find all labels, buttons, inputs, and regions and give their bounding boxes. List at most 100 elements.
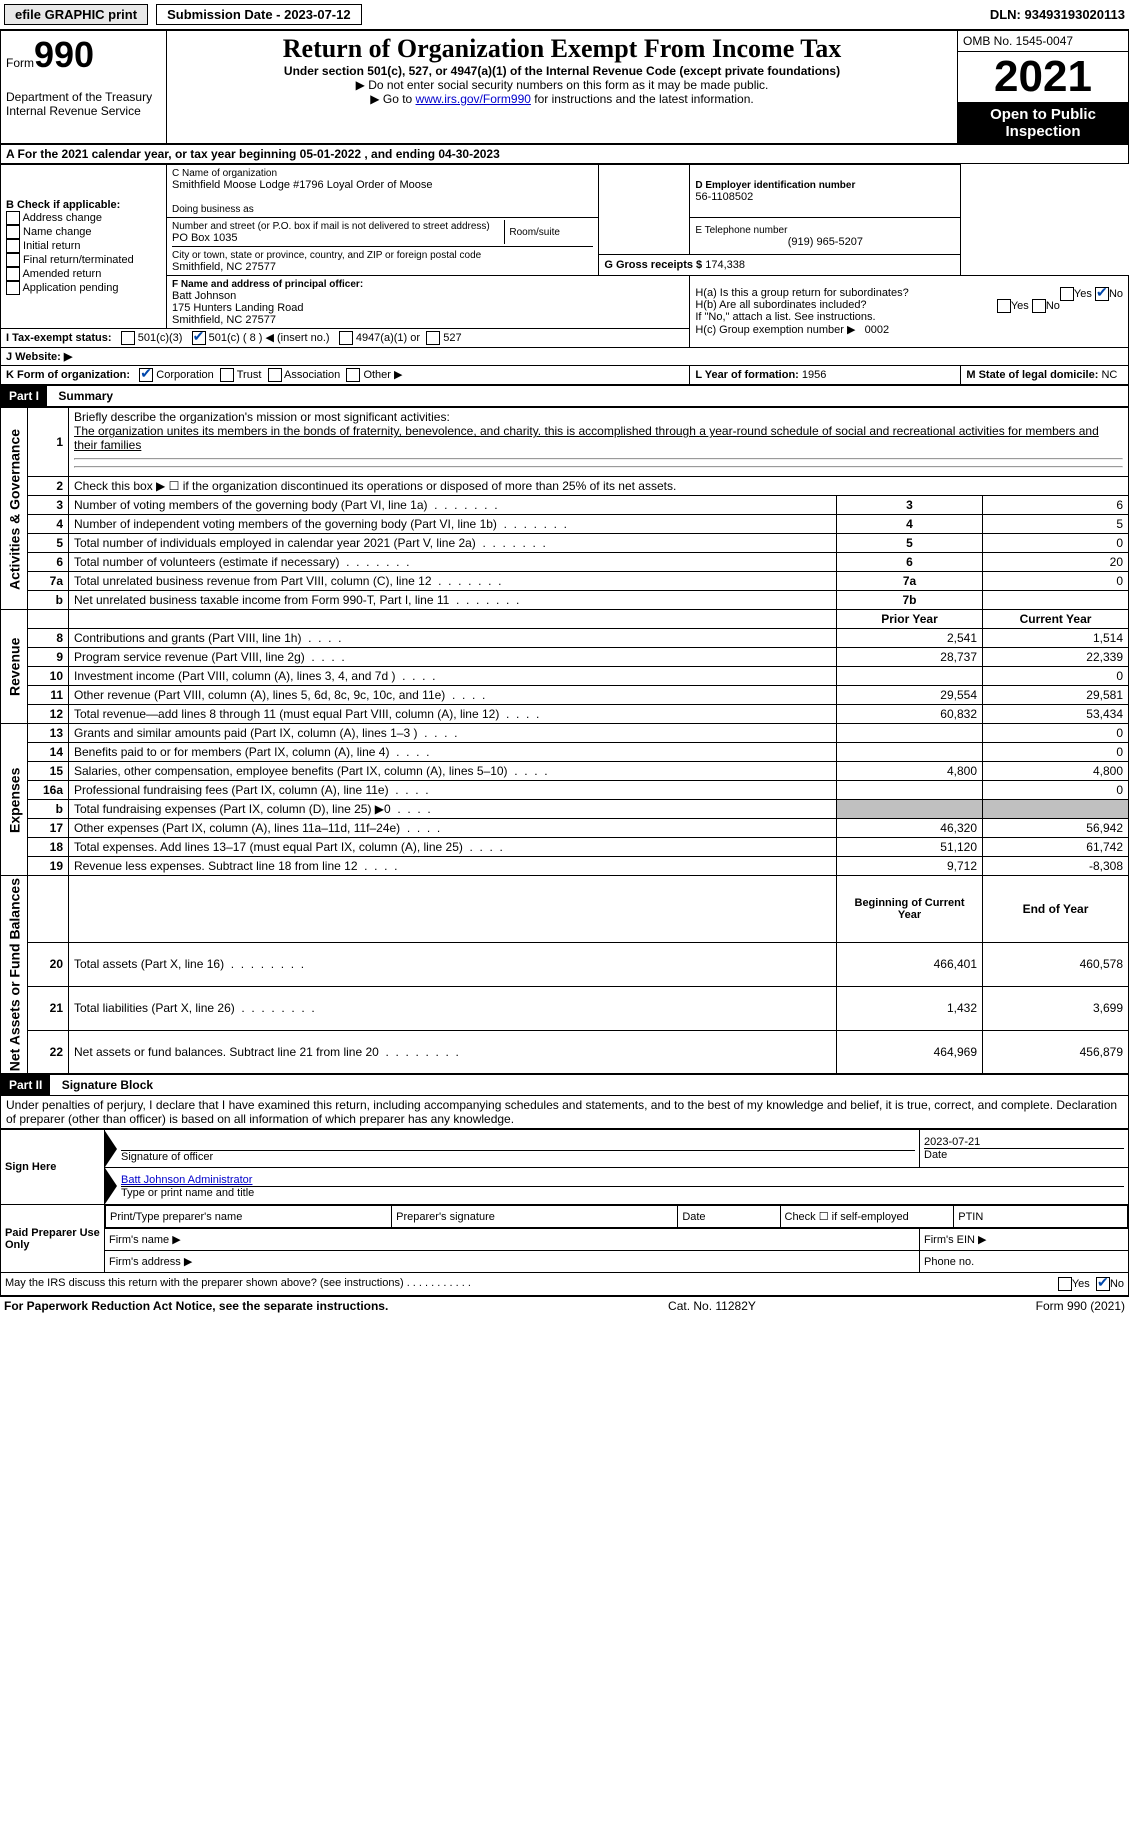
sig-section: Sign Here Signature of officer 2023-07-2… (0, 1129, 1129, 1296)
part2-title: Signature Block (54, 1075, 161, 1095)
m-cell: M State of legal domicile: NC (961, 366, 1129, 385)
i-cb3[interactable] (339, 331, 353, 345)
hb-no[interactable] (1032, 299, 1046, 313)
may-yes[interactable] (1058, 1277, 1072, 1291)
i3: 4947(a)(1) or (356, 332, 420, 344)
i-cb4[interactable] (426, 331, 440, 345)
e-cell: E Telephone number (919) 965-5207 (690, 218, 961, 255)
f-label: F Name and address of principal officer: (172, 279, 363, 290)
k-label: K Form of organization: (6, 369, 130, 381)
b-item: Name change (6, 225, 161, 239)
j-cell: J Website: ▶ (1, 348, 1129, 366)
i-cb1[interactable] (121, 331, 135, 345)
officer-name[interactable]: Batt Johnson Administrator (121, 1174, 252, 1186)
may-no[interactable] (1096, 1277, 1110, 1291)
top-bar: efile GRAPHIC print Submission Date - 20… (0, 0, 1129, 30)
dln: DLN: 93493193020113 (990, 7, 1125, 22)
firm-name: Firm's name ▶ (105, 1229, 920, 1251)
ko: Other ▶ (363, 369, 402, 381)
k-trust[interactable] (220, 368, 234, 382)
checkbox[interactable] (6, 239, 20, 253)
l-val: 1956 (802, 369, 826, 381)
c-name-cell: C Name of organization Smithfield Moose … (167, 165, 599, 218)
i-cb2[interactable] (192, 331, 206, 345)
b-items: Address change Name change Initial retur… (6, 211, 161, 295)
street-label: Number and street (or P.O. box if mail i… (172, 221, 490, 232)
part1-header-row: Part I Summary (0, 385, 1129, 407)
sig-date: 2023-07-21 (924, 1136, 1124, 1149)
h-cell: H(a) Is this a group return for subordin… (690, 276, 1129, 348)
checkbox[interactable] (6, 253, 20, 267)
ha-yes[interactable] (1060, 287, 1074, 301)
irs-link[interactable]: www.irs.gov/Form990 (416, 92, 531, 106)
l2pre: ▶ Go to (370, 92, 415, 106)
e-value: (919) 965-5207 (695, 236, 955, 248)
l2post: for instructions and the latest informat… (531, 92, 754, 106)
k-cell: K Form of organization: Corporation Trus… (1, 366, 690, 385)
line1: ▶ Do not enter social security numbers o… (172, 78, 952, 92)
kt: Trust (237, 369, 262, 381)
may-no-l: No (1110, 1278, 1124, 1290)
l-label: L Year of formation: (695, 369, 799, 381)
may-discuss: May the IRS discuss this return with the… (1, 1273, 1129, 1296)
checkbox[interactable] (6, 281, 20, 295)
year: 2021 (958, 52, 1129, 103)
efile-button[interactable]: efile GRAPHIC print (4, 4, 148, 25)
i1: 501(c)(3) (138, 332, 183, 344)
kc: Corporation (156, 369, 213, 381)
form-subtitle: Under section 501(c), 527, or 4947(a)(1)… (172, 64, 952, 78)
city: Smithfield, NC 27577 (172, 261, 276, 273)
header-table: Form990 Department of the Treasury Inter… (0, 30, 1129, 144)
e-label: E Telephone number (695, 225, 787, 236)
b-item: Address change (6, 211, 161, 225)
hb-yes[interactable] (997, 299, 1011, 313)
b-item: Application pending (6, 281, 161, 295)
g-value: 174,338 (705, 259, 745, 271)
hc-val: 0002 (865, 324, 889, 336)
ptin: PTIN (954, 1206, 1128, 1228)
irs: Internal Revenue Service (6, 104, 141, 118)
arrow-icon (105, 1131, 117, 1167)
info-table: B Check if applicable: Address change Na… (0, 164, 1129, 385)
k-assoc[interactable] (268, 368, 282, 382)
checkbox[interactable] (6, 225, 20, 239)
d-cell: D Employer identification number 56-1108… (690, 165, 961, 218)
arrow-icon-2 (105, 1168, 117, 1204)
form-number: 990 (34, 34, 94, 75)
footer: For Paperwork Reduction Act Notice, see … (0, 1296, 1129, 1315)
g-label: G Gross receipts $ (604, 259, 702, 271)
prep-sig: Preparer's signature (392, 1206, 678, 1228)
phone: Phone no. (920, 1251, 1129, 1273)
c-name-label: C Name of organization (172, 168, 277, 179)
open-inspect: Open to Public Inspection (958, 103, 1129, 144)
spacer1 (599, 165, 690, 255)
sig-officer-label: Signature of officer (121, 1151, 213, 1163)
footer-mid: Cat. No. 11282Y (668, 1299, 756, 1313)
omb: OMB No. 1545-0047 (958, 31, 1129, 52)
ha: H(a) Is this a group return for subordin… (695, 287, 908, 299)
ha-no[interactable] (1095, 287, 1109, 301)
firm-ein: Firm's EIN ▶ (920, 1229, 1129, 1251)
b-item: Final return/terminated (6, 253, 161, 267)
hc: H(c) Group exemption number ▶ (695, 324, 855, 336)
b-label: B Check if applicable: (6, 199, 120, 211)
part1-header: Part I (1, 386, 47, 406)
k-other[interactable] (346, 368, 360, 382)
checkbox[interactable] (6, 211, 20, 225)
submission-date: Submission Date - 2023-07-12 (156, 4, 362, 25)
may-text: May the IRS discuss this return with the… (5, 1277, 404, 1289)
prep-check: Check ☐ if self-employed (780, 1206, 954, 1228)
city-label: City or town, state or province, country… (172, 250, 481, 261)
name-label: Type or print name and title (121, 1187, 254, 1199)
f-addr1: 175 Hunters Landing Road (172, 302, 303, 314)
form-word: Form (6, 56, 34, 70)
form-title: Return of Organization Exempt From Incom… (172, 34, 952, 64)
checkbox[interactable] (6, 267, 20, 281)
i-cell: I Tax-exempt status: 501(c)(3) 501(c) ( … (1, 329, 690, 348)
k-corp[interactable] (139, 368, 153, 382)
d-label: D Employer identification number (695, 180, 855, 191)
part2-header-row: Part II Signature Block (0, 1074, 1129, 1096)
l-cell: L Year of formation: 1956 (690, 366, 961, 385)
dept: Department of the Treasury (6, 90, 152, 104)
date-label: Date (924, 1149, 947, 1161)
